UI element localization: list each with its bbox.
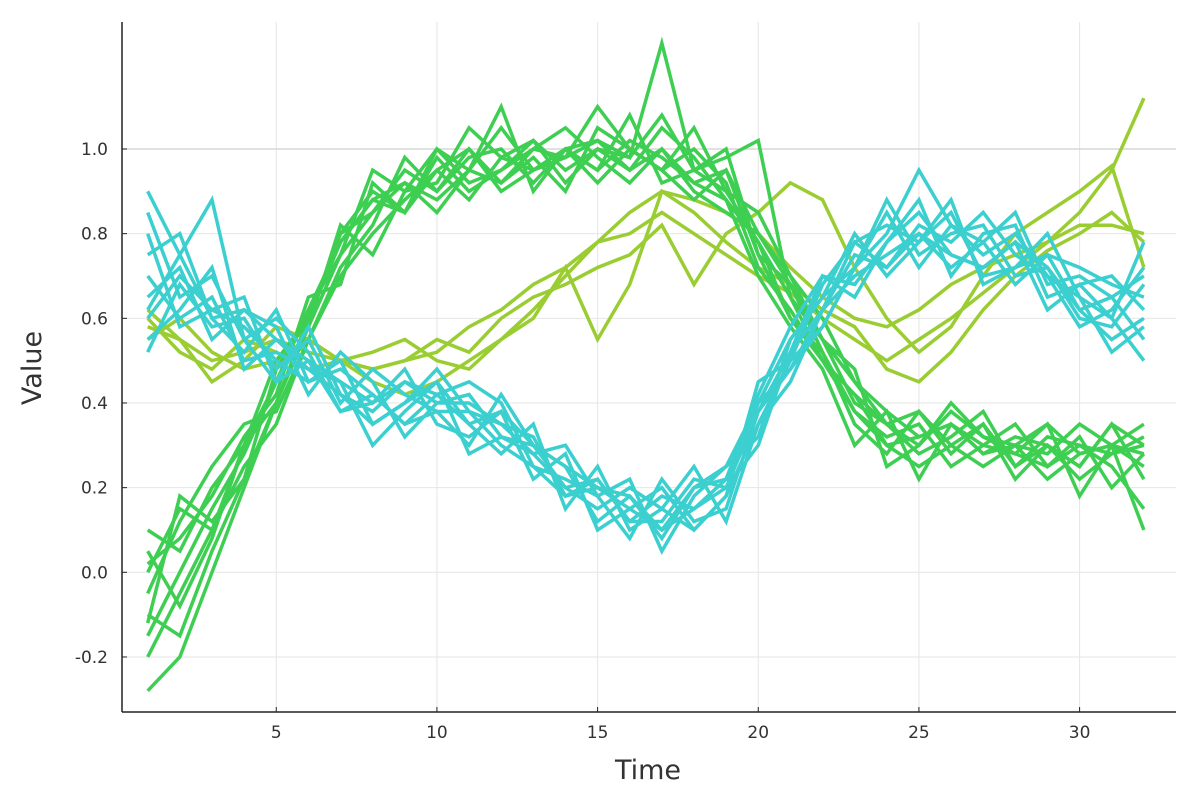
y-tick-label: 0.4 [81, 394, 108, 414]
series-line-23 [146, 196, 1146, 524]
series-line-14 [146, 138, 1145, 624]
axes [121, 22, 1176, 713]
x-tick-label: 10 [426, 723, 448, 743]
y-tick-label: -0.2 [75, 648, 108, 668]
tick-labels: 5 10 15 20 25 30 -0.2 0.0 0.2 0.4 0.6 0.8 1.0 [75, 140, 1091, 743]
series-line-18 [146, 196, 1146, 542]
x-tick-label: 15 [587, 723, 609, 743]
y-tick-label: 0.0 [81, 563, 108, 583]
y-tick-label: 0.2 [81, 479, 108, 499]
series-group [146, 36, 1146, 693]
series-line-6 [146, 125, 1145, 658]
series-line-9 [146, 125, 1145, 639]
y-tick-label: 0.8 [81, 225, 108, 245]
x-tick-label: 30 [1069, 723, 1091, 743]
y-tick-label: 0.6 [81, 309, 108, 329]
x-axis-title: Time [614, 755, 681, 786]
y-axis-title: Value [17, 331, 48, 405]
x-tick-label: 20 [747, 723, 769, 743]
series-line-24 [146, 231, 1145, 533]
x-tick-label: 5 [271, 723, 282, 743]
x-tick-label: 25 [908, 723, 930, 743]
y-tick-label: 1.0 [81, 140, 108, 160]
